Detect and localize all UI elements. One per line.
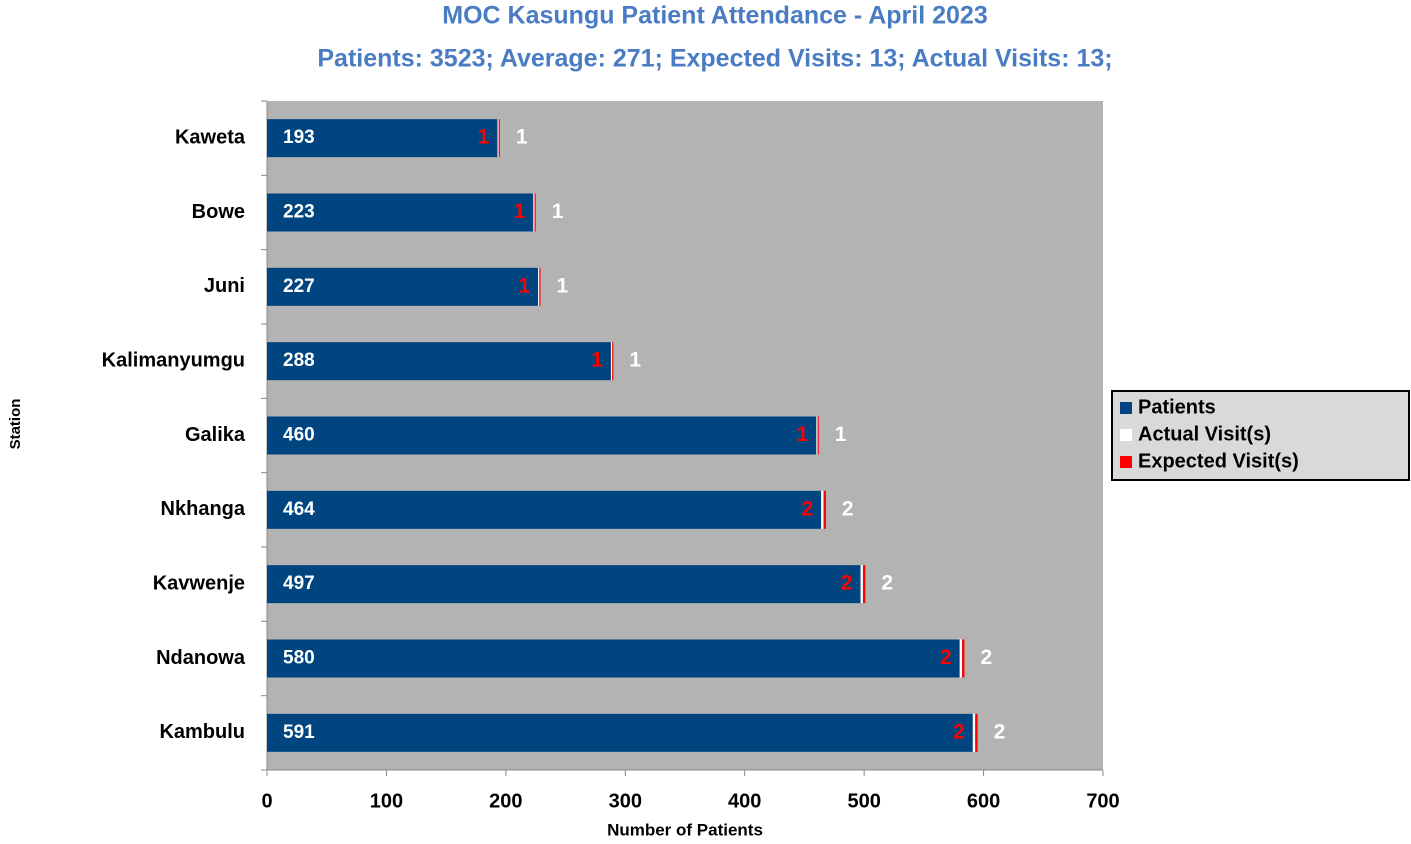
bar-segment	[539, 267, 541, 306]
legend-label: Expected Visit(s)	[1138, 450, 1299, 472]
legend-swatch	[1120, 456, 1132, 468]
bar-segment	[267, 713, 973, 752]
y-tick-label: Bowe	[192, 201, 245, 223]
data-label: 1	[518, 274, 530, 297]
bar-segment	[823, 490, 826, 529]
bar-segment	[267, 342, 611, 381]
data-label: 460	[283, 425, 315, 446]
x-tick-label: 300	[609, 790, 642, 812]
bar-segment	[498, 119, 500, 158]
y-tick-label: Nkhanga	[161, 498, 246, 520]
data-label: 1	[514, 200, 526, 223]
bar-segment	[860, 565, 863, 604]
bar-segment	[975, 713, 978, 752]
data-label: 193	[283, 127, 315, 148]
data-label: 1	[797, 423, 809, 446]
bar-segment	[533, 193, 535, 232]
legend	[1111, 390, 1410, 481]
bar-segment	[959, 639, 963, 678]
bar-segment	[817, 416, 819, 455]
data-label: 1	[591, 349, 603, 372]
bar-segment	[610, 342, 613, 381]
data-label: 2	[881, 572, 893, 595]
x-tick-label: 700	[1086, 790, 1119, 812]
x-tick-label: 400	[728, 790, 761, 812]
data-label: 2	[953, 720, 965, 743]
data-label: 2	[801, 497, 813, 520]
chart-title: MOC Kasungu Patient Attendance - April 2…	[442, 2, 987, 30]
bar-segment	[612, 342, 614, 381]
bar-segment	[497, 119, 499, 158]
bar-segment	[862, 565, 866, 604]
bar-segment	[267, 267, 539, 306]
x-axis-label: Number of Patients	[607, 820, 763, 839]
y-tick-label: Kavwenje	[153, 572, 245, 594]
data-label: 2	[940, 646, 952, 669]
chart-subtitle: Patients: 3523; Average: 271; Expected V…	[317, 45, 1112, 73]
data-label: 1	[516, 126, 528, 149]
data-label: 1	[556, 274, 568, 297]
data-label: 497	[283, 573, 315, 594]
bar-segment	[534, 193, 536, 232]
data-label: 464	[283, 499, 315, 520]
bar-segment	[538, 267, 540, 306]
bar-segment	[962, 639, 965, 678]
x-tick-label: 100	[370, 790, 403, 812]
y-tick-label: Kaweta	[175, 126, 246, 148]
x-tick-label: 600	[967, 790, 1000, 812]
data-label: 2	[980, 646, 992, 669]
data-label: 580	[283, 648, 315, 669]
y-axis-label: Station	[7, 399, 24, 450]
x-tick-label: 200	[489, 790, 522, 812]
legend-swatch	[1120, 429, 1132, 441]
data-label: 1	[629, 349, 641, 372]
bar-segment	[821, 490, 824, 529]
y-tick-label: Kalimanyumgu	[102, 349, 245, 371]
x-tick-label: 0	[261, 790, 272, 812]
bar-segment	[972, 713, 976, 752]
y-tick-label: Kambulu	[159, 721, 245, 743]
x-tick-label: 500	[847, 790, 880, 812]
legend-swatch	[1120, 402, 1132, 414]
data-label: 227	[283, 276, 315, 297]
legend-label: Patients	[1138, 396, 1216, 418]
legend-label: Actual Visit(s)	[1138, 423, 1271, 445]
bar-segment	[267, 193, 534, 232]
data-label: 2	[842, 497, 854, 520]
y-tick-label: Ndanowa	[156, 647, 246, 669]
bar-segment	[267, 639, 960, 678]
data-label: 591	[283, 722, 315, 743]
data-label: 223	[283, 202, 315, 223]
data-label: 1	[552, 200, 564, 223]
bar-segment	[267, 416, 817, 455]
bar-segment	[267, 490, 822, 529]
bar-segment	[267, 119, 498, 158]
data-label: 1	[478, 126, 490, 149]
data-label: 2	[994, 720, 1006, 743]
y-tick-label: Juni	[204, 275, 245, 297]
y-tick-label: Galika	[185, 424, 246, 446]
data-label: 2	[841, 572, 853, 595]
data-label: 288	[283, 350, 315, 371]
bar-segment	[267, 565, 861, 604]
bar-segment	[816, 416, 818, 455]
data-label: 1	[835, 423, 847, 446]
